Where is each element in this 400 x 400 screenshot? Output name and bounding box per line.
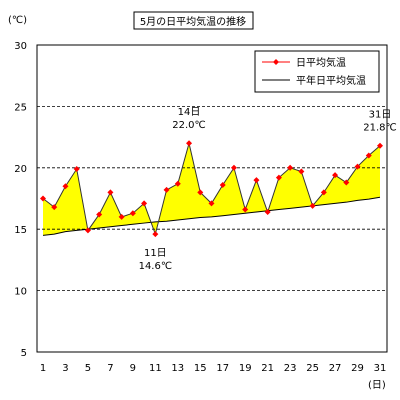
data-point xyxy=(129,210,136,217)
y-tick-label: 30 xyxy=(14,41,27,52)
data-point xyxy=(96,211,103,218)
data-point xyxy=(152,231,159,238)
data-point xyxy=(141,200,148,207)
annotation-label: 14.6℃ xyxy=(139,261,173,272)
y-tick-label: 5 xyxy=(21,348,27,359)
annotation-label: 14日 xyxy=(178,107,201,118)
x-tick-label: 11 xyxy=(149,363,162,374)
data-point xyxy=(343,179,350,186)
x-tick-label: 13 xyxy=(171,363,184,374)
x-tick-label: 9 xyxy=(130,363,136,374)
data-point xyxy=(40,195,46,202)
x-unit-label: (日) xyxy=(368,380,386,391)
x-tick-label: 1 xyxy=(40,363,46,374)
y-tick-label: 15 xyxy=(14,225,27,236)
x-tick-label: 21 xyxy=(261,363,274,374)
data-point xyxy=(51,204,58,211)
legend-label-daily: 日平均気温 xyxy=(296,56,346,69)
x-tick-label: 7 xyxy=(107,363,113,374)
annotation-label: 11日 xyxy=(144,248,167,259)
x-tick-label: 5 xyxy=(85,363,91,374)
y-unit-label: (℃) xyxy=(8,15,27,26)
y-tick-label: 10 xyxy=(14,287,27,298)
x-tick-label: 29 xyxy=(351,363,364,374)
data-point xyxy=(107,189,114,196)
data-point xyxy=(163,186,170,193)
data-point xyxy=(219,181,226,188)
legend: 日平均気温 平年日平均気温 xyxy=(254,50,380,93)
y-tick-label: 20 xyxy=(14,164,27,175)
legend-marker-daily xyxy=(273,59,279,65)
data-point xyxy=(174,180,181,187)
data-point xyxy=(84,227,91,234)
data-point xyxy=(287,164,294,171)
data-point xyxy=(264,209,271,216)
data-point xyxy=(320,189,327,196)
data-point xyxy=(62,183,69,190)
data-point xyxy=(354,163,361,170)
x-tick-label: 31 xyxy=(374,363,387,374)
annotation-label: 22.0℃ xyxy=(172,120,206,131)
chart-title: 5月の日平均気温の推移 xyxy=(140,15,246,28)
chart-title-box xyxy=(133,11,254,30)
x-tick-label: 25 xyxy=(306,363,319,374)
x-tick-label: 19 xyxy=(239,363,252,374)
data-point xyxy=(118,213,125,220)
annotation-label: 31日 xyxy=(369,110,392,121)
data-point xyxy=(253,177,260,184)
x-tick-label: 15 xyxy=(194,363,207,374)
data-point xyxy=(332,172,339,179)
data-point xyxy=(275,174,282,181)
annotation-label: 21.8℃ xyxy=(363,123,397,134)
data-point xyxy=(208,200,215,207)
y-tick-label: 25 xyxy=(14,102,27,113)
legend-box xyxy=(254,50,380,93)
legend-label-normal: 平年日平均気温 xyxy=(296,74,366,87)
data-point xyxy=(186,140,193,147)
x-tick-label: 17 xyxy=(216,363,229,374)
data-point xyxy=(298,168,305,175)
data-point xyxy=(242,206,249,213)
data-point xyxy=(365,152,372,159)
data-point xyxy=(309,202,316,209)
series-line-normal xyxy=(42,196,381,236)
x-tick-label: 3 xyxy=(62,363,68,374)
data-point xyxy=(377,142,383,149)
x-tick-label: 27 xyxy=(329,363,342,374)
data-point xyxy=(197,189,204,196)
x-tick-label: 23 xyxy=(284,363,297,374)
data-point xyxy=(230,164,237,171)
data-point xyxy=(73,166,80,173)
